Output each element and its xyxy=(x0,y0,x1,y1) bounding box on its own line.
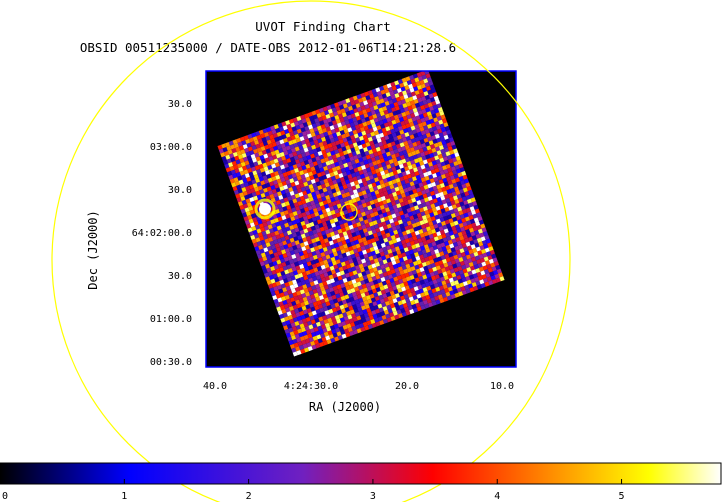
colorbar-tick-label: 5 xyxy=(619,491,625,502)
bright-source xyxy=(259,203,271,215)
y-tick-label: 30.0 xyxy=(168,185,192,196)
chart-title: UVOT Finding Chart xyxy=(255,19,390,34)
x-tick-label: 20.0 xyxy=(395,381,419,392)
y-axis-label: Dec (J2000) xyxy=(86,210,100,289)
x-tick-label: 10.0 xyxy=(490,381,514,392)
colorbar xyxy=(0,462,722,485)
x-tick-labels: 40.0 4:24:30.0 20.0 10.0 xyxy=(203,381,514,392)
y-tick-label: 01:00.0 xyxy=(150,314,192,325)
uvot-image xyxy=(217,71,505,357)
colorbar-tick-label: 0 xyxy=(2,491,8,502)
bright-source-halo xyxy=(254,198,276,220)
x-axis-label: RA (J2000) xyxy=(309,400,381,414)
chart-subtitle: OBSID 00511235000 / DATE-OBS 2012-01-06T… xyxy=(80,40,456,55)
colorbar-ticks: 0 1 2 3 4 5 xyxy=(0,479,625,502)
y-tick-label: 30.0 xyxy=(168,99,192,110)
x-tick-label: 40.0 xyxy=(203,381,227,392)
colorbar-tick-label: 1 xyxy=(121,491,127,502)
field-of-view-circle xyxy=(51,0,571,502)
y-tick-labels: 30.0 03:00.0 30.0 64:02:00.0 30.0 01:00.0 00:3… xyxy=(132,99,192,368)
x-tick-label: 4:24:30.0 xyxy=(284,381,338,392)
target-circle xyxy=(340,203,358,221)
colorbar-tick-label: 4 xyxy=(494,491,500,502)
colorbar-tick-label: 3 xyxy=(370,491,376,502)
y-tick-label: 00:30.0 xyxy=(150,357,192,368)
y-tick-label: 30.0 xyxy=(168,271,192,282)
y-tick-label: 03:00.0 xyxy=(150,142,192,153)
colorbar-tick-label: 2 xyxy=(246,491,252,502)
image-frame xyxy=(205,70,517,368)
y-tick-label: 64:02:00.0 xyxy=(132,228,192,239)
